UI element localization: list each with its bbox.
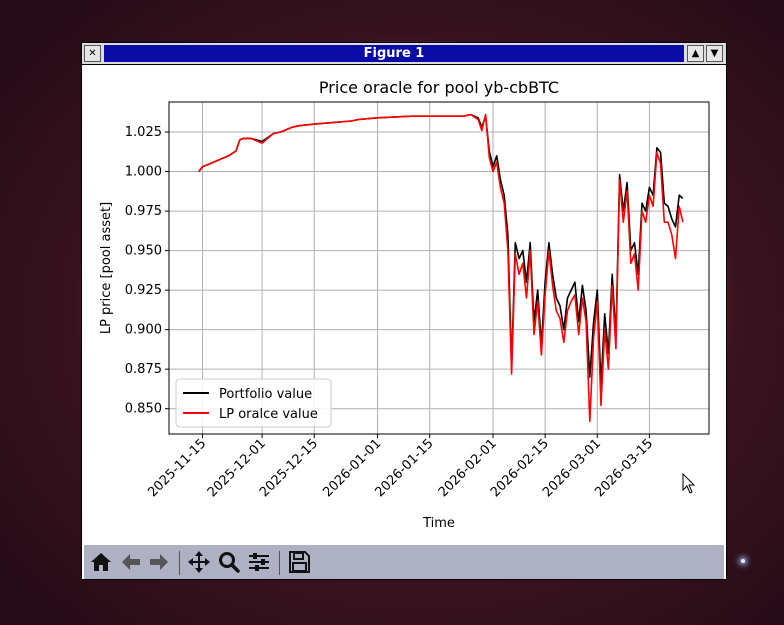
close-icon[interactable]: ✕ [84, 45, 101, 62]
grid [169, 102, 709, 434]
legend: Portfolio value LP oralce value [175, 378, 332, 428]
back-arrow-icon[interactable] [119, 551, 143, 573]
y-axis-label: LP price [pool asset] [99, 202, 114, 334]
legend-label-portfolio: Portfolio value [219, 387, 312, 402]
forward-arrow-icon[interactable] [147, 551, 171, 573]
window-title: Figure 1 [104, 45, 684, 62]
move-icon[interactable] [187, 551, 211, 573]
figure-window: ✕ Figure 1 ▲ ▼ Price oracle for pool yb-… [81, 42, 727, 580]
x-axis-label: Time [422, 516, 455, 531]
series-layer [198, 113, 684, 423]
y-tick-label: 0.925 [125, 283, 162, 298]
save-icon[interactable] [287, 551, 311, 573]
y-tick-label: 0.950 [125, 244, 162, 259]
y-tick-label: 1.000 [125, 165, 162, 180]
background-star [741, 559, 745, 563]
legend-label-lp-oracle: LP oralce value [219, 407, 318, 422]
y-axis: 0.850 0.875 0.900 0.925 0.950 0.975 1.000 1.025 [125, 125, 169, 417]
series-line-lp-oracle [198, 113, 684, 423]
chart-title: Price oracle for pool yb-cbBTC [319, 78, 559, 97]
home-icon[interactable] [89, 551, 113, 573]
toolbar-separator [179, 551, 180, 575]
title-bar[interactable]: ✕ Figure 1 ▲ ▼ [82, 43, 726, 65]
legend-box [175, 378, 332, 428]
y-tick-label: 0.850 [125, 402, 162, 417]
mouse-cursor-icon [682, 473, 696, 494]
toolbar-separator [279, 551, 280, 575]
y-tick-label: 1.025 [125, 125, 162, 140]
plot-frame [168, 101, 710, 435]
y-tick-label: 0.900 [125, 323, 162, 338]
zoom-icon[interactable] [217, 551, 241, 573]
y-tick-label: 0.975 [125, 204, 162, 219]
line-chart: Price oracle for pool yb-cbBTC 0.850 0.87… [99, 78, 710, 531]
sliders-icon[interactable] [247, 551, 271, 573]
y-tick-label: 0.875 [125, 362, 162, 377]
triangle-down-icon[interactable]: ▼ [706, 45, 723, 62]
x-tick-label: 2025-11-15 [145, 436, 209, 500]
navigation-toolbar [84, 545, 724, 579]
triangle-up-icon[interactable]: ▲ [687, 45, 704, 62]
